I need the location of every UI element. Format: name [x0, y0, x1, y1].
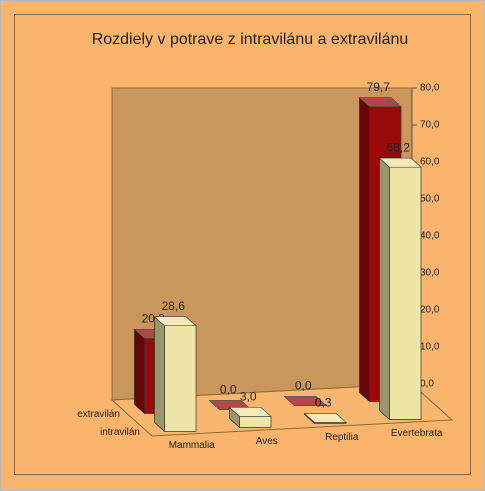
- x-tick-label: Aves: [256, 436, 278, 447]
- bar-top-shade: [379, 158, 421, 168]
- bar: [153, 315, 197, 433]
- bar-top: [303, 413, 347, 423]
- y-tick-label: 30,0: [420, 268, 440, 279]
- bar-side-shade: [379, 158, 390, 420]
- bar-side-shade: [134, 329, 145, 414]
- bar-front: [389, 166, 422, 420]
- x-tick-label: Reptilia: [325, 432, 359, 443]
- bar: [283, 396, 327, 406]
- value-label: 3,0: [240, 390, 257, 404]
- y-tick-label: 60,0: [420, 157, 440, 168]
- row-label: intravilán: [100, 427, 140, 438]
- value-label: 68,2: [387, 140, 411, 154]
- bar: [378, 157, 422, 421]
- bar-top-shade: [229, 407, 271, 417]
- bar-top-shade: [359, 97, 401, 107]
- y-tick-label: 20,0: [420, 305, 440, 316]
- value-label: 0,0: [220, 383, 237, 397]
- y-tick-label: 10,0: [420, 342, 440, 353]
- bar-side-shade: [154, 316, 165, 432]
- bar: [303, 412, 347, 425]
- bar-top: [228, 407, 272, 417]
- y-tick-label: 50,0: [420, 194, 440, 205]
- y-tick-label: 0,0: [420, 379, 434, 390]
- chart-title: Rozdiely v potrave z intravilánu a extra…: [92, 31, 409, 48]
- bar-front: [239, 416, 272, 428]
- row-label: extravilán: [77, 409, 120, 420]
- y-tick-label: 40,0: [420, 231, 440, 242]
- bar-front: [164, 325, 197, 432]
- bar-top-shade: [284, 396, 326, 406]
- bar-top: [378, 157, 422, 168]
- bar-top: [153, 316, 197, 327]
- value-label: 0,3: [315, 396, 332, 410]
- value-label: 79,7: [367, 80, 391, 94]
- bar-top: [358, 97, 402, 107]
- x-tick-label: Mammalia: [169, 440, 216, 451]
- y-tick-label: 80,0: [420, 83, 440, 94]
- bar-side-shade: [229, 407, 240, 428]
- bar-top-shade: [154, 316, 196, 326]
- value-label: 28,6: [162, 299, 186, 313]
- value-label: 0,0: [295, 379, 312, 393]
- bar-side-shade: [359, 97, 370, 402]
- bar: [228, 406, 272, 429]
- y-tick-label: 70,0: [420, 120, 440, 131]
- x-tick-label: Evertebrata: [391, 428, 443, 439]
- bar-top: [283, 396, 327, 406]
- bar-top-shade: [304, 413, 346, 423]
